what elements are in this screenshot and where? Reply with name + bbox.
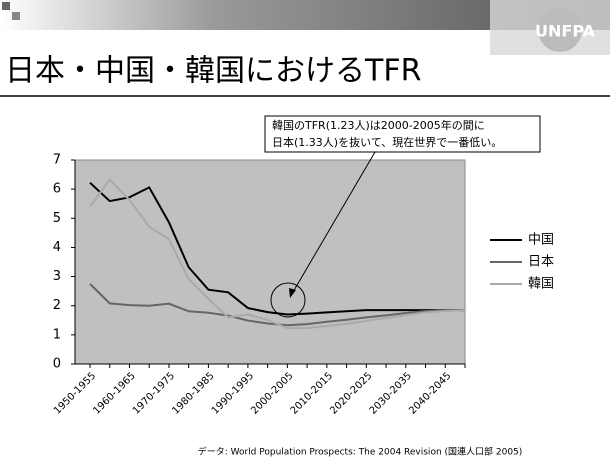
legend-label: 中国 (528, 233, 554, 248)
chart-title: 日本・中国・韓国におけるTFR (5, 54, 421, 89)
plot-area (74, 159, 466, 365)
legend-label: 韓国 (528, 277, 554, 292)
y-tick-label: 1 (53, 327, 61, 342)
series-line (89, 177, 466, 330)
highlight-circle (270, 282, 306, 318)
arrow-head (289, 288, 296, 298)
y-tick-label: 6 (53, 182, 61, 197)
y-tick-label: 7 (53, 153, 61, 168)
source: データ: World Population Prospects: The 200… (198, 446, 523, 458)
annotation: 日本(1.33人)を抜いて、現在世界で一番低い。 (272, 135, 502, 149)
legend-label: 日本 (528, 255, 554, 270)
annotation: 韓国のTFR(1.23人)は2000-2005年の間に (272, 118, 485, 132)
y-tick-label: 3 (53, 269, 61, 284)
x-tick-label: 2040-2045 (407, 370, 453, 416)
deco-square (12, 12, 20, 20)
logo-circle (538, 8, 582, 52)
y-tick-label: 2 (53, 298, 61, 313)
annotation-box (264, 115, 541, 153)
logo: UNFPA (535, 22, 596, 41)
y-tick-label: 0 (53, 357, 61, 372)
y-tick-label: 4 (53, 240, 61, 255)
series-line (89, 181, 465, 316)
deco-square (2, 2, 10, 10)
y-tick-label: 5 (53, 211, 61, 226)
arrow (292, 151, 376, 293)
